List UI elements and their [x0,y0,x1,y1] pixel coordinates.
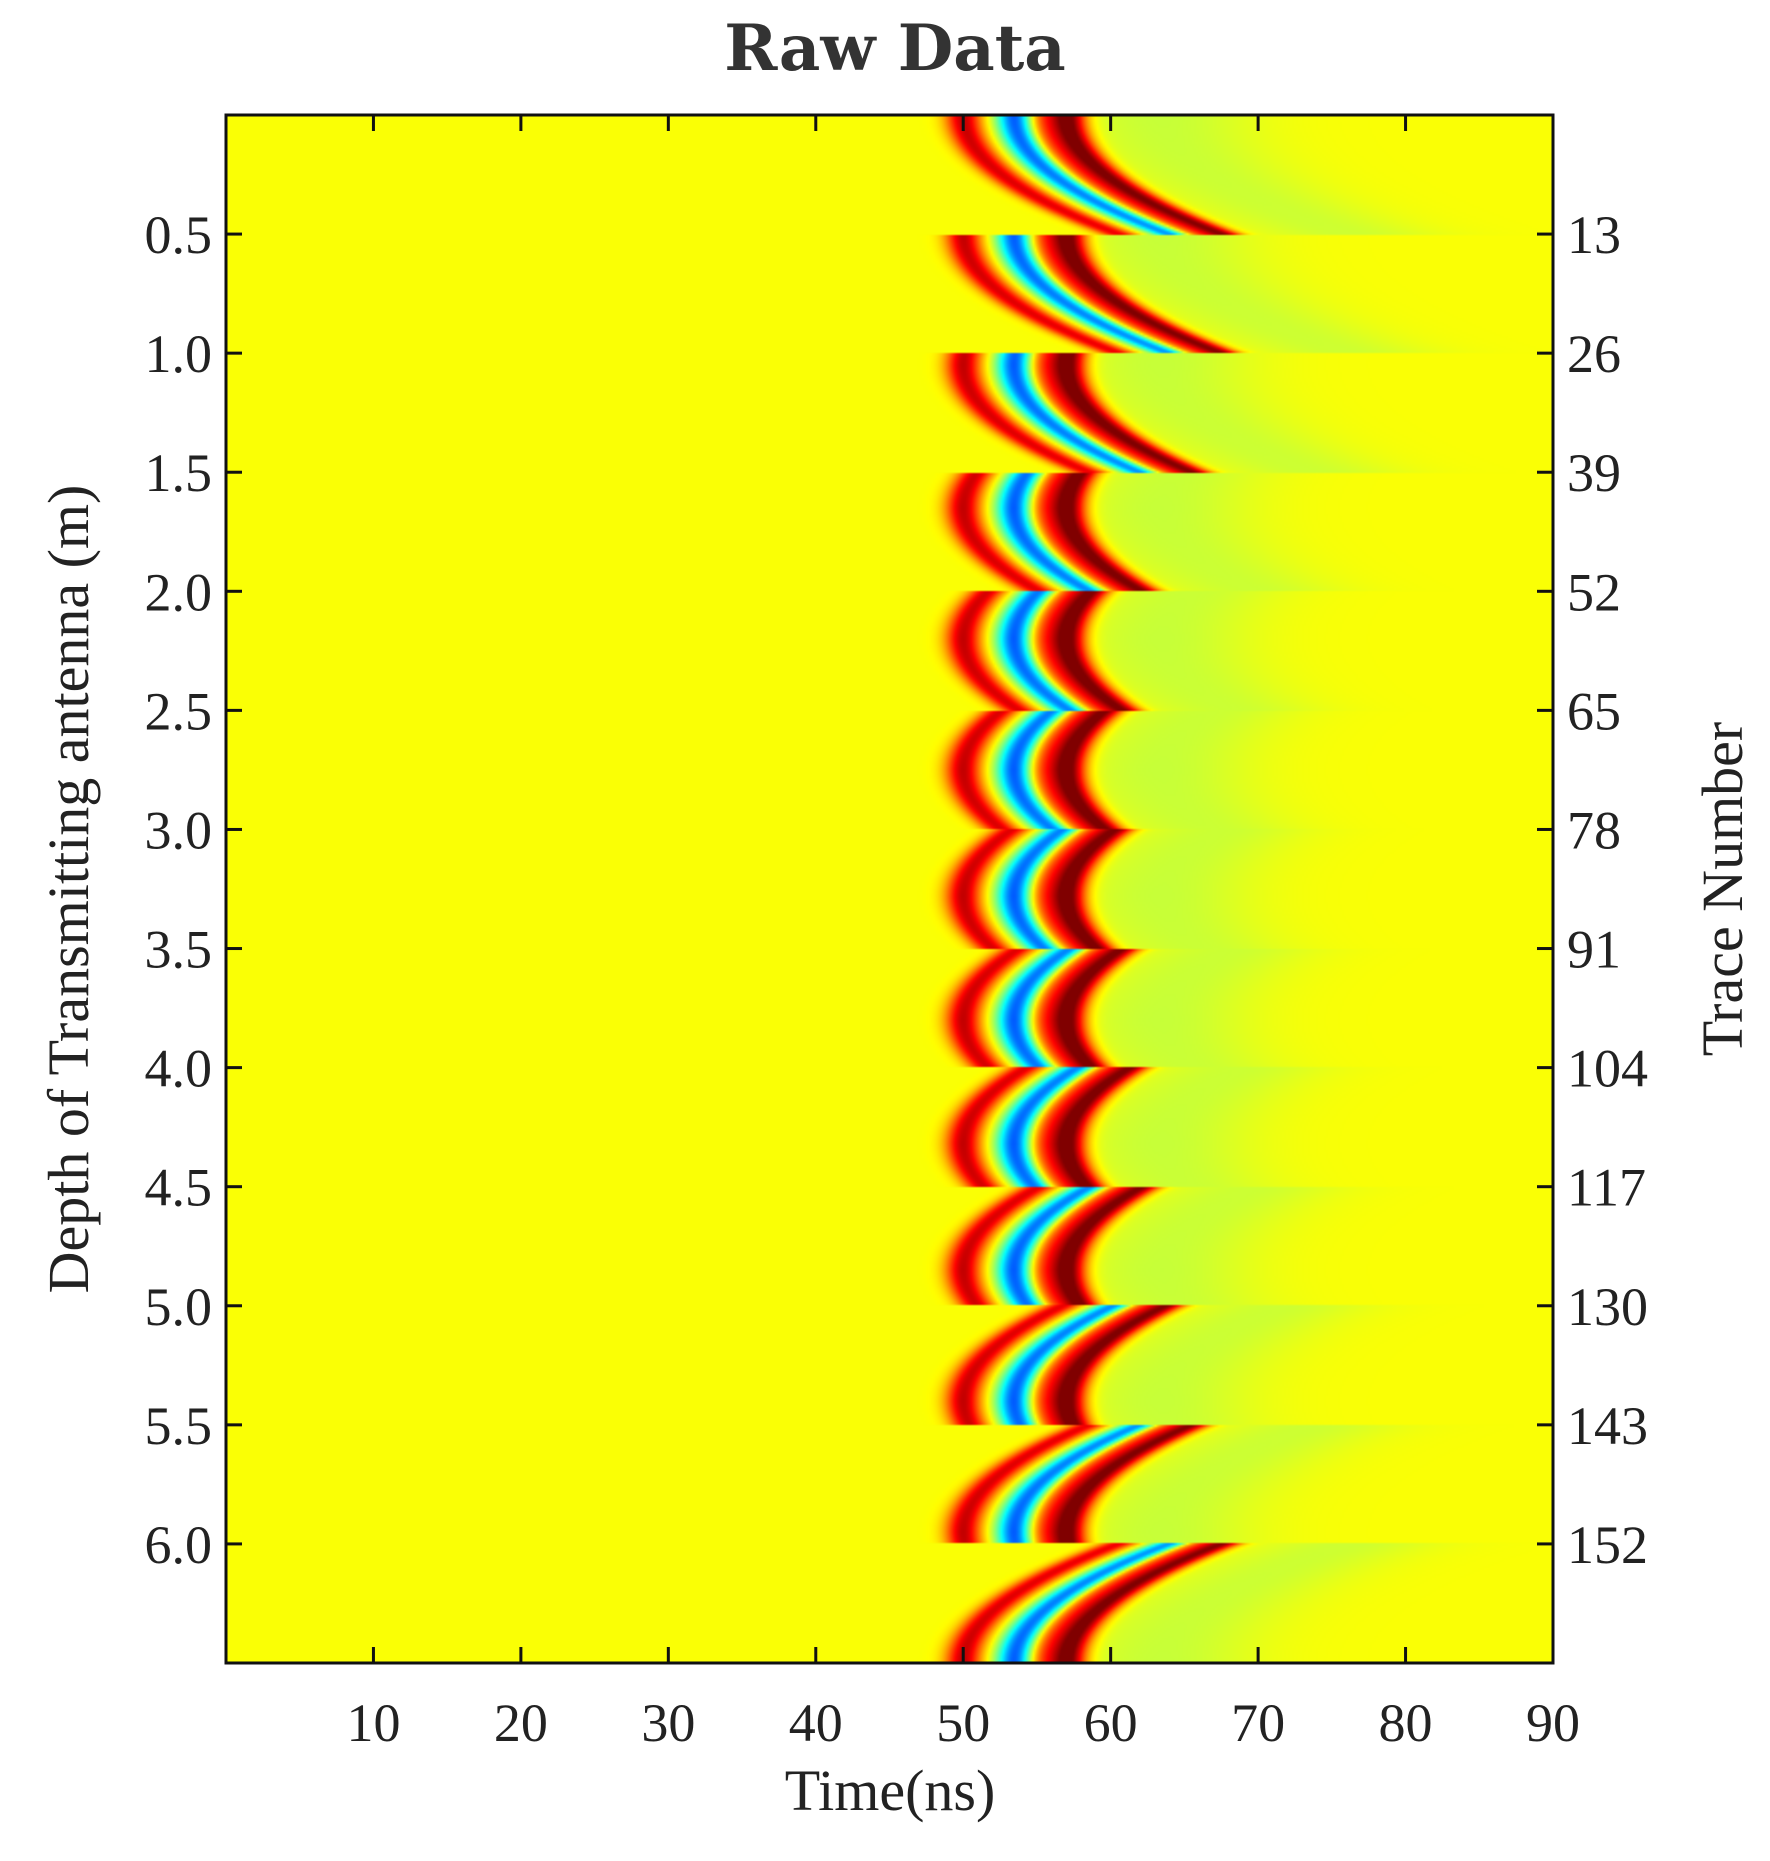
y-tick-label: 0.5 [145,205,213,265]
heatmap-field-wrapper [226,115,1553,1663]
y-tick-label: 3.5 [145,920,213,980]
y2-tick-label: 52 [1567,562,1621,622]
heatmap-field [226,115,1553,1663]
y2-axis-label: Trace Number [1690,722,1755,1057]
y-tick-label: 5.0 [145,1277,213,1337]
y2-tick-label: 13 [1567,205,1621,265]
x-tick-label: 10 [346,1693,400,1753]
y2-tick-label: 78 [1567,800,1621,860]
y2-tick-label: 65 [1567,681,1621,741]
y-tick-label: 4.0 [145,1039,213,1099]
x-tick-label: 80 [1379,1693,1433,1753]
y2-tick-label: 130 [1567,1277,1648,1337]
y-tick-label: 1.0 [145,324,213,384]
y2-tick-label: 91 [1567,920,1621,980]
y-tick-label: 5.5 [145,1396,213,1456]
x-tick-label: 30 [641,1693,695,1753]
y-axis-label: Depth of Transmitting antenna (m) [36,485,101,1294]
y2-tick-label: 117 [1567,1158,1646,1218]
y2-tick-label: 39 [1567,443,1621,503]
y2-tick-label: 143 [1567,1396,1648,1456]
y2-tick-label: 26 [1567,324,1621,384]
x-tick-label: 50 [936,1693,990,1753]
y-tick-label: 4.5 [145,1158,213,1218]
y2-axis: 13 26 39 52 65 78 91 104 117 130 143 152 [1537,205,1648,1575]
y-axis: 0.5 1.0 1.5 2.0 2.5 3.0 3.5 4.0 4.5 5.0 5.5 6.0 [145,205,242,1575]
x-axis: 10 20 30 40 50 60 70 80 90 [346,115,1580,1753]
y-tick-label: 2.5 [145,681,213,741]
x-tick-label: 90 [1526,1693,1580,1753]
plot-frame [224,113,1555,1665]
chart-title: Raw Data [724,11,1066,86]
x-tick-label: 40 [789,1693,843,1753]
x-tick-label: 60 [1084,1693,1138,1753]
y-tick-label: 6.0 [145,1515,213,1575]
y2-tick-label: 104 [1567,1039,1648,1099]
y-tick-label: 3.0 [145,800,213,860]
y-tick-label: 1.5 [145,443,213,503]
y-tick-label: 2.0 [145,562,213,622]
y2-tick-label: 152 [1567,1515,1648,1575]
x-axis-label: Time(ns) [785,1758,996,1823]
x-tick-label: 20 [494,1693,548,1753]
x-tick-label: 70 [1231,1693,1285,1753]
